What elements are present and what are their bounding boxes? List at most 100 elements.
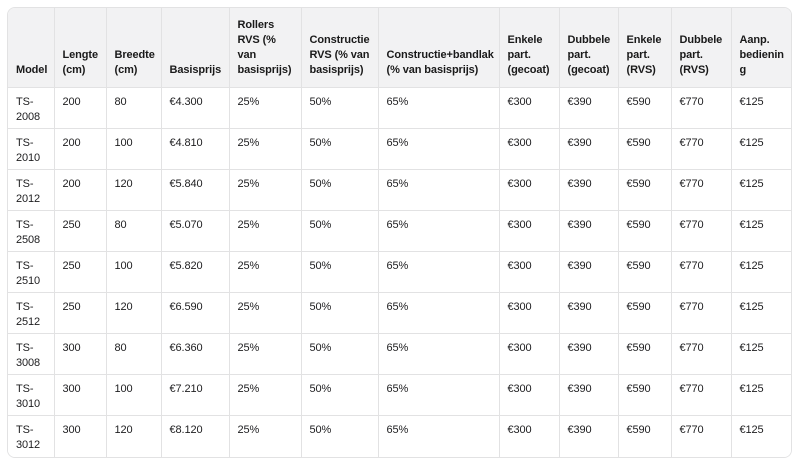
table-cell: €300 (499, 87, 560, 129)
column-header-basisprijs: Basisprijs (161, 8, 230, 88)
table-cell: €770 (671, 210, 732, 252)
table-cell: 100 (106, 251, 162, 293)
table-row: TS-2512 250 120 €6.590 25% 50% 65% €300 … (8, 292, 791, 334)
table-cell: 120 (106, 415, 162, 457)
table-cell: 50% (301, 251, 379, 293)
table-cell: €390 (559, 374, 619, 416)
column-header-constructie-bandlak: Constructie+bandlak (% van basisprijs) (378, 8, 500, 88)
table-row: TS-2008 200 80 €4.300 25% 50% 65% €300 €… (8, 87, 791, 129)
table-cell: 25% (229, 169, 302, 211)
table-cell: 250 (54, 292, 107, 334)
table-cell: 100 (106, 374, 162, 416)
table-cell: €4.810 (161, 128, 230, 170)
table-cell: €8.120 (161, 415, 230, 457)
table-cell: 65% (378, 333, 500, 375)
table-cell: €300 (499, 169, 560, 211)
header-row: Model Lengte (cm) Breedte (cm) Basisprij… (8, 8, 791, 88)
table-cell: €770 (671, 128, 732, 170)
table-cell: 80 (106, 210, 162, 252)
table-cell: €125 (731, 169, 791, 211)
table-cell: €300 (499, 333, 560, 375)
table-cell: €390 (559, 87, 619, 129)
column-header-enkele-part-rvs: Enkele part. (RVS) (618, 8, 672, 88)
table-cell: 25% (229, 87, 302, 129)
table-cell: 50% (301, 87, 379, 129)
table-cell: €300 (499, 292, 560, 334)
table-cell: 300 (54, 374, 107, 416)
cell-model: TS-2012 (8, 169, 55, 211)
table-cell: €590 (618, 128, 672, 170)
table-row: TS-3010 300 100 €7.210 25% 50% 65% €300 … (8, 374, 791, 416)
table-cell: €770 (671, 415, 732, 457)
cell-model: TS-2508 (8, 210, 55, 252)
table-cell: €590 (618, 292, 672, 334)
table-cell: 50% (301, 210, 379, 252)
cell-model: TS-2510 (8, 251, 55, 293)
cell-model: TS-2008 (8, 87, 55, 129)
table-cell: €6.360 (161, 333, 230, 375)
table-body: TS-2008 200 80 €4.300 25% 50% 65% €300 €… (8, 87, 791, 457)
table-cell: €770 (671, 292, 732, 334)
pricing-table: Model Lengte (cm) Breedte (cm) Basisprij… (8, 8, 791, 457)
table-cell: 300 (54, 333, 107, 375)
table-cell: €770 (671, 251, 732, 293)
table-cell: €125 (731, 415, 791, 457)
table-cell: 25% (229, 374, 302, 416)
table-cell: €390 (559, 169, 619, 211)
table-cell: €300 (499, 374, 560, 416)
cell-model: TS-2512 (8, 292, 55, 334)
table-cell: €300 (499, 128, 560, 170)
table-cell: 50% (301, 128, 379, 170)
table-row: TS-3012 300 120 €8.120 25% 50% 65% €300 … (8, 415, 791, 457)
table-cell: 100 (106, 128, 162, 170)
table-cell: 65% (378, 415, 500, 457)
table-cell: 50% (301, 374, 379, 416)
table-row: TS-2010 200 100 €4.810 25% 50% 65% €300 … (8, 128, 791, 170)
table-row: TS-2510 250 100 €5.820 25% 50% 65% €300 … (8, 251, 791, 293)
table-cell: €390 (559, 210, 619, 252)
table-cell: 65% (378, 87, 500, 129)
table-cell: €125 (731, 210, 791, 252)
table-cell: 200 (54, 87, 107, 129)
table-cell: €6.590 (161, 292, 230, 334)
column-header-constructie-rvs: Constructie RVS (% van basisprijs) (301, 8, 379, 88)
table-cell: 250 (54, 210, 107, 252)
table-cell: €770 (671, 374, 732, 416)
table-cell: 300 (54, 415, 107, 457)
column-header-dubbele-part-gecoat: Dubbele part. (gecoat) (559, 8, 619, 88)
table-cell: €390 (559, 333, 619, 375)
table-cell: €5.070 (161, 210, 230, 252)
table-cell: €300 (499, 415, 560, 457)
cell-model: TS-3010 (8, 374, 55, 416)
table-cell: €590 (618, 169, 672, 211)
column-header-breedte: Breedte (cm) (106, 8, 162, 88)
column-header-lengte: Lengte (cm) (54, 8, 107, 88)
table-cell: €125 (731, 128, 791, 170)
table-cell: €125 (731, 333, 791, 375)
table-cell: 65% (378, 251, 500, 293)
column-header-dubbele-part-rvs: Dubbele part. (RVS) (671, 8, 732, 88)
table-cell: €5.840 (161, 169, 230, 211)
cell-model: TS-3008 (8, 333, 55, 375)
table-cell: €4.300 (161, 87, 230, 129)
table-cell: 65% (378, 210, 500, 252)
pricing-table-container: Model Lengte (cm) Breedte (cm) Basisprij… (7, 7, 792, 458)
table-cell: €390 (559, 292, 619, 334)
table-cell: €590 (618, 210, 672, 252)
table-cell: €7.210 (161, 374, 230, 416)
table-cell: €125 (731, 251, 791, 293)
cell-model: TS-2010 (8, 128, 55, 170)
table-cell: 25% (229, 292, 302, 334)
table-cell: 25% (229, 333, 302, 375)
table-cell: 25% (229, 210, 302, 252)
table-cell: 65% (378, 128, 500, 170)
table-cell: 65% (378, 374, 500, 416)
table-cell: 200 (54, 169, 107, 211)
table-cell: 25% (229, 128, 302, 170)
table-cell: €590 (618, 251, 672, 293)
cell-model: TS-3012 (8, 415, 55, 457)
table-cell: €125 (731, 292, 791, 334)
table-cell: 120 (106, 292, 162, 334)
table-cell: €590 (618, 87, 672, 129)
table-row: TS-2508 250 80 €5.070 25% 50% 65% €300 €… (8, 210, 791, 252)
